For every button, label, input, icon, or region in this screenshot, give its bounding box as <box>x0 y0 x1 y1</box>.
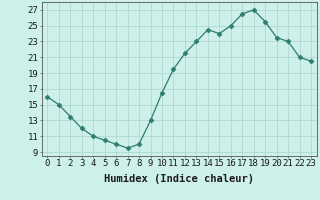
X-axis label: Humidex (Indice chaleur): Humidex (Indice chaleur) <box>104 174 254 184</box>
